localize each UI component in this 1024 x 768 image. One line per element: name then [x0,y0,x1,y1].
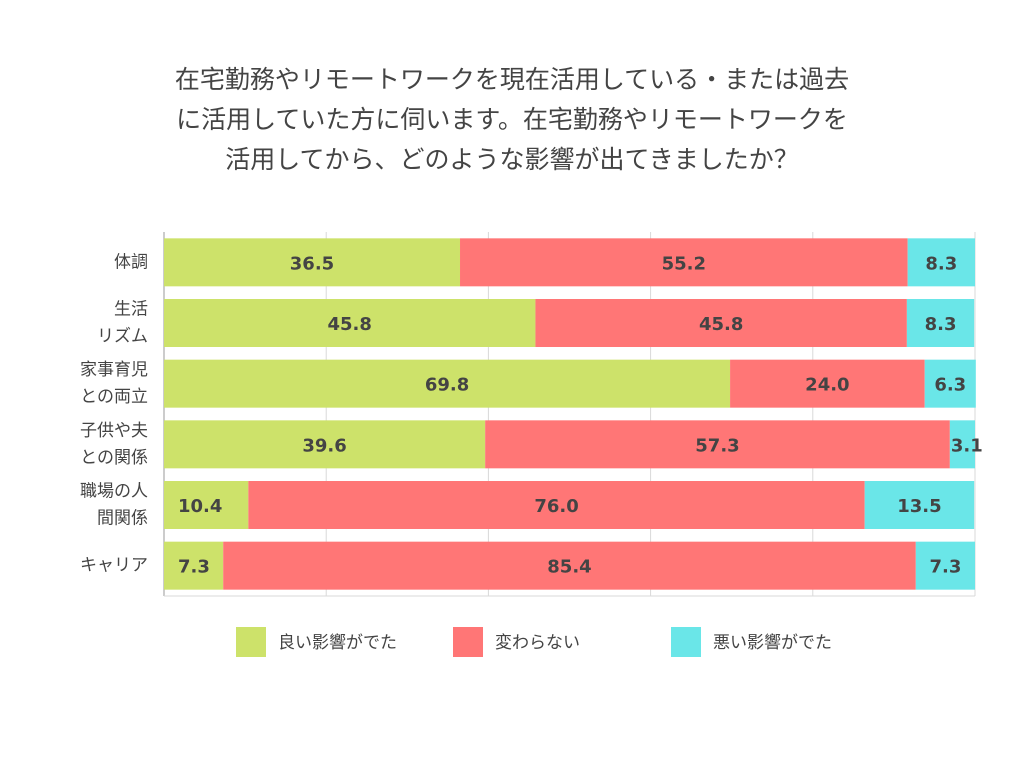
chart-title: 在宅勤務やリモートワークを現在活用している・または過去 に活用していた方に伺いま… [0,60,1024,180]
bar-segment [164,541,224,590]
data-label: 45.8 [328,314,372,335]
category-label: 家事育児 [80,360,148,380]
chart-title-line-2: に活用していた方に伺います。在宅勤務やリモートワークを [176,105,848,134]
data-label: 7.3 [178,557,210,578]
category-label: 子供や夫 [80,421,148,441]
grid-lines [163,232,976,597]
legend-swatch [453,627,483,657]
bar-segment [164,299,536,347]
data-label: 6.3 [934,375,966,396]
bar-segment [535,299,907,347]
bar-segment [949,420,975,469]
data-label: 24.0 [805,375,849,396]
data-label: 13.5 [897,496,941,517]
data-label: 69.8 [425,375,469,396]
chart-title-line-1: 在宅勤務やリモートワークを現在活用している・または過去 [174,65,850,94]
data-label: 8.3 [925,314,957,335]
data-label: 8.3 [925,253,957,274]
bar-segment [164,238,461,287]
bar-segment [864,481,975,529]
data-label: 36.5 [290,253,334,274]
chart-title-line-3: 活用してから、どのような影響が出てきましたか？ [225,145,799,174]
bar-segment [924,359,976,408]
legend-swatch [671,627,701,657]
bar-segment [223,541,916,590]
category-label: との関係 [80,448,148,468]
category-label: 体調 [114,252,148,272]
data-label: 57.3 [695,435,739,456]
category-label: 生活 [114,300,148,320]
bar-segment [915,541,975,590]
bar-segment [460,238,908,287]
category-label: 職場の人 [80,482,148,502]
legend-swatch [236,627,266,657]
data-label: 85.4 [547,557,591,578]
data-label: 45.8 [699,314,743,335]
bar-segment [164,420,486,469]
bar-segment [907,238,975,287]
category-label: キャリア [80,556,148,576]
legend-label: 変わらない [495,633,580,653]
bars-group: 36.5 55.2 8.3 45.8 45.8 8.3 69.8 24.0 6.3 39.6 57.… [164,238,983,590]
category-label: との両立 [80,387,148,407]
category-label: 間関係 [97,509,148,529]
bar-segment [906,299,975,347]
data-label: 55.2 [662,253,706,274]
data-label: 7.3 [929,557,961,578]
category-label: リズム [97,327,148,347]
legend: 良い影響がでた 変わらない 悪い影響がでた [236,627,832,657]
data-label: 39.6 [302,435,346,456]
bar-segment [248,481,865,529]
bar-segment [164,359,731,408]
bar-segment [485,420,950,469]
bar-segment [164,481,249,529]
bar-segment [730,359,925,408]
data-label: 10.4 [178,496,222,517]
data-label: 76.0 [534,496,578,517]
legend-label: 悪い影響がでた [713,633,832,653]
legend-label: 良い影響がでた [278,633,397,653]
data-label: 3.1 [951,435,983,456]
